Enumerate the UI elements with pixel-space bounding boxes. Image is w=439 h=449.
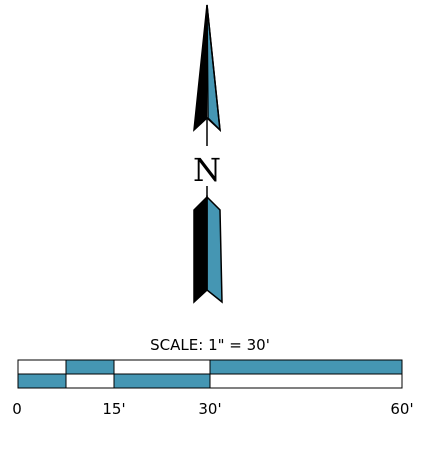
north-letter: N — [193, 151, 221, 189]
scale-segment-bottom-4 — [209, 373, 403, 389]
north-arrow-lower-right-fill — [206, 195, 223, 304]
scale-bar — [17, 359, 403, 389]
north-arrow: N — [190, 4, 224, 304]
scale-tick-label-0: 0 — [12, 400, 22, 418]
scale-segment-top-3 — [113, 359, 211, 375]
scale-title: SCALE: 1" = 30' — [150, 336, 270, 354]
scale-tick-label-15: 15' — [102, 400, 125, 418]
scale-segment-top-4 — [209, 359, 403, 375]
scale-segment-top-2 — [65, 359, 115, 375]
north-arrow-lower-left-fill — [193, 195, 208, 304]
scale-segment-bottom-1 — [17, 373, 67, 389]
north-letter-backdrop — [190, 146, 224, 186]
scale-tick-label-30: 30' — [198, 400, 221, 418]
scale-segment-bottom-2 — [65, 373, 115, 389]
scale-segment-bottom-3 — [113, 373, 211, 389]
scale-tick-label-60: 60' — [390, 400, 413, 418]
scale-segment-top-1 — [17, 359, 67, 375]
